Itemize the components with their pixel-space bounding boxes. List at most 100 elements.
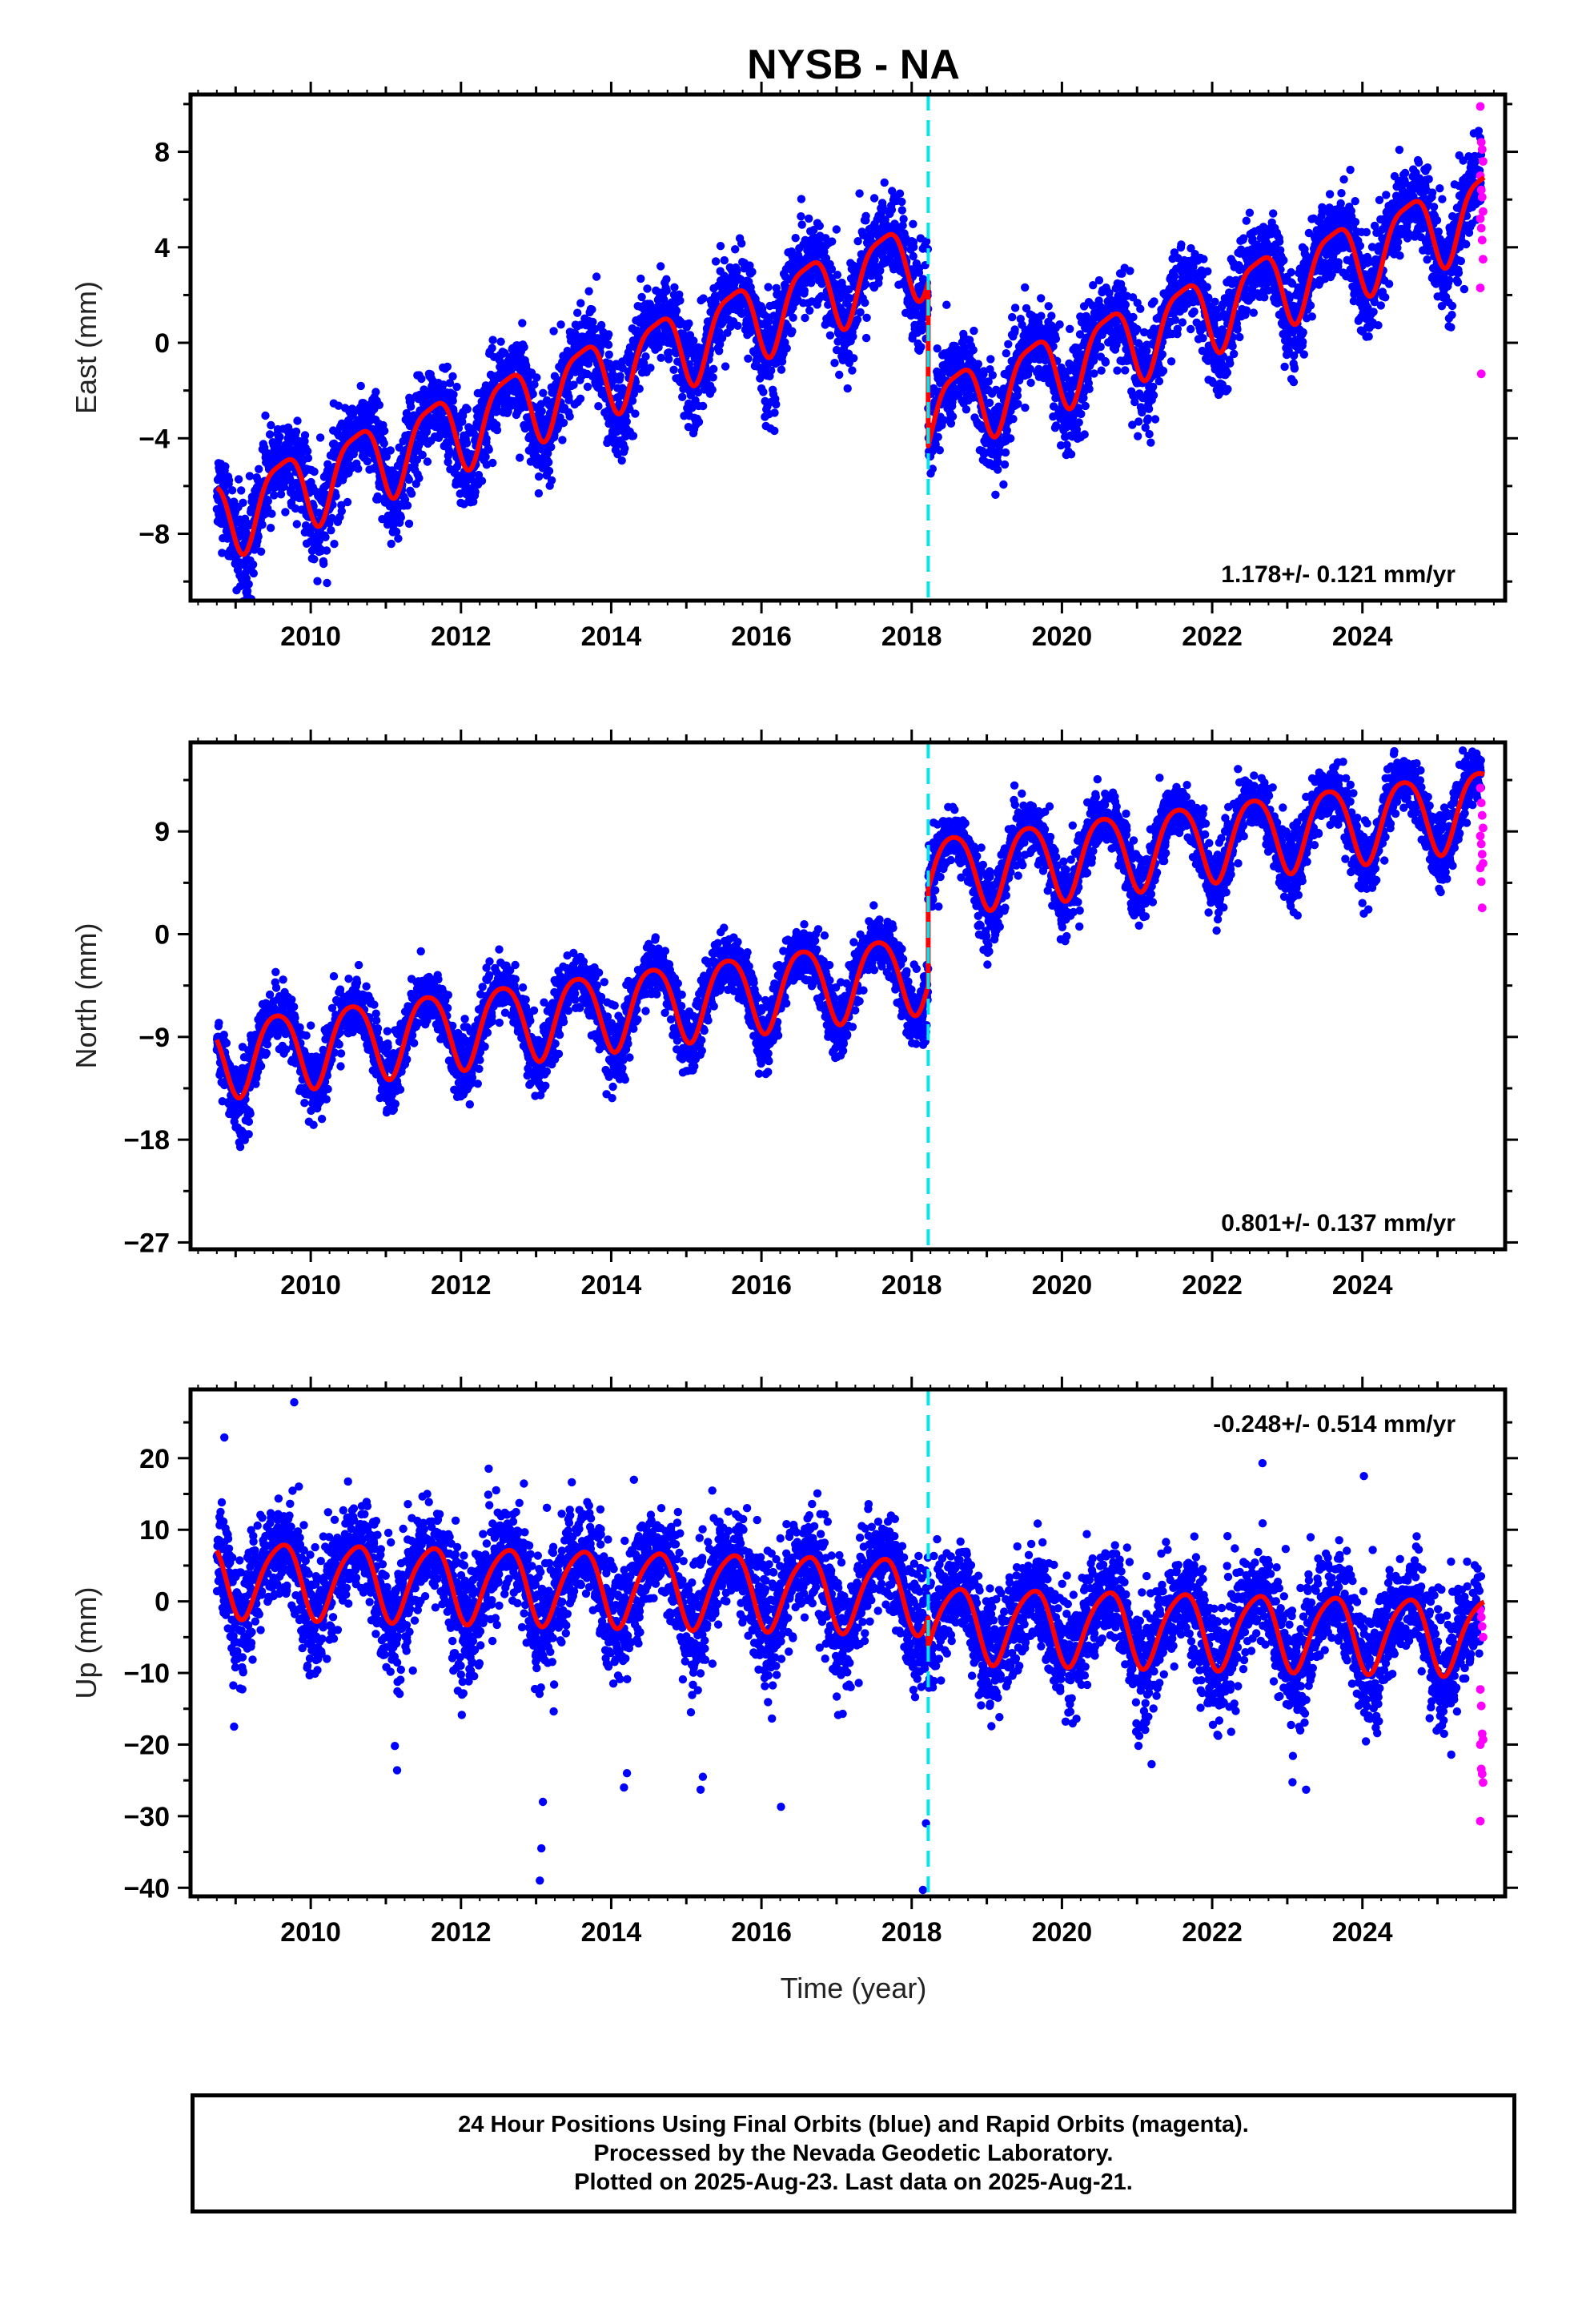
data-point [1158,366,1168,376]
data-point [267,420,275,430]
data-point [518,319,527,328]
data-point [391,527,401,537]
east-panel: 2010 2012 2014 2016 2018 2020 2022 2024−8−4048E… [70,82,1518,652]
data-point [962,405,971,414]
data-point [323,465,333,474]
data-point [547,443,556,452]
data-point [528,389,537,399]
data-point [592,272,601,281]
data-point [899,215,908,223]
data-point [576,299,585,308]
data-point [313,577,322,585]
data-point [1077,409,1086,419]
data-point [643,284,652,293]
data-point [387,539,396,549]
data-point [319,559,328,569]
data-point [641,352,650,361]
data-point [1010,325,1019,334]
data-point [1143,414,1153,423]
data-point [694,417,704,427]
data-point [744,354,753,363]
data-point [970,326,978,336]
data-point [791,234,800,243]
data-point [469,428,478,438]
data-point [496,337,505,346]
data-point [1186,324,1195,334]
data-point [530,380,539,389]
data-point [1096,342,1105,352]
data-point [1249,308,1259,317]
data-point [371,388,380,396]
data-point [1223,384,1232,394]
data-point [256,547,266,556]
data-point [547,476,556,485]
data-point [1226,359,1235,368]
data-point [597,320,606,330]
data-point [331,492,340,501]
data-point [662,275,671,283]
data-point [406,402,416,411]
data-point [452,382,461,392]
data-point [444,457,452,467]
data-point [1009,415,1018,424]
data-point [805,306,814,315]
data-point [1051,334,1061,344]
data-point [672,306,681,316]
data-point [559,418,568,428]
data-point [1203,283,1212,292]
data-point [716,242,725,251]
data-point [415,473,424,483]
data-point [1044,302,1053,311]
data-point [764,283,773,292]
data-point [556,320,565,329]
data-point [417,374,426,384]
data-point [293,416,302,425]
data-point [1066,450,1076,459]
data-point [604,340,613,349]
data-point [909,219,917,228]
data-point [777,365,786,374]
data-point [1173,324,1182,333]
data-point [670,283,679,292]
data-point [646,364,655,372]
data-point [1269,209,1278,218]
data-point [835,370,844,380]
data-point [986,355,995,364]
data-point [861,333,871,343]
data-point [224,476,234,485]
data-point [395,443,404,452]
data-point [1228,342,1237,351]
data-point [656,262,665,271]
data-point [1074,418,1083,427]
data-point [444,446,454,455]
east-final-orbit-points [212,127,1486,601]
data-point [375,400,383,409]
data-point [825,331,835,340]
data-point [379,439,388,448]
data-point [1199,334,1207,343]
data-point [772,400,781,409]
data-point [310,555,319,564]
data-point [709,373,717,382]
data-point [678,392,687,401]
data-point [628,396,637,405]
data-point [481,452,490,461]
data-point [1177,240,1186,249]
data-point [991,490,1000,499]
data-point [797,212,805,221]
data-point [565,412,574,421]
data-point [1150,415,1160,424]
data-point [887,205,897,215]
data-point [1126,267,1134,275]
data-point [394,534,403,543]
data-point [942,300,951,309]
data-point [635,384,644,393]
data-point [276,490,286,499]
data-point [909,243,918,251]
data-point [516,453,524,462]
data-point [315,433,325,442]
data-point [669,365,678,374]
data-point [291,427,301,436]
data-point [934,432,942,441]
data-point [1047,312,1056,320]
